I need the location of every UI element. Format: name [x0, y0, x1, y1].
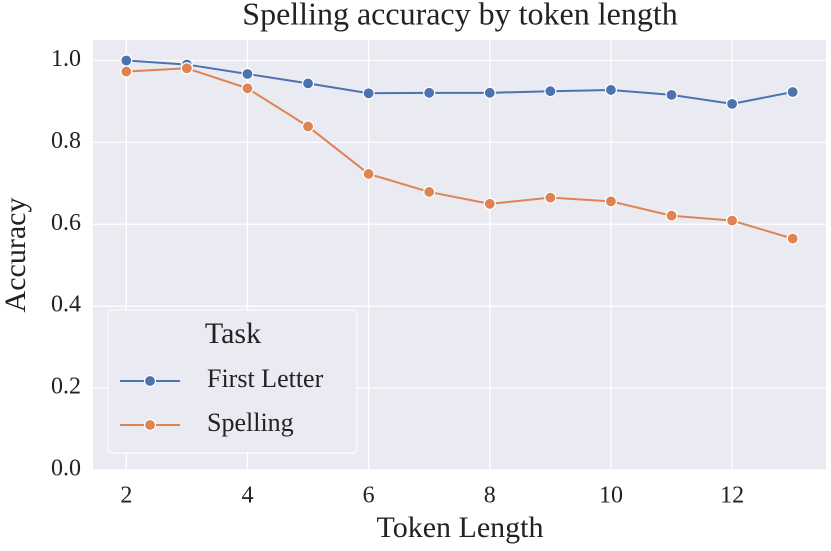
data-point — [483, 197, 496, 210]
data-point — [544, 191, 557, 204]
series-line — [126, 59, 793, 105]
legend-marker — [143, 418, 157, 432]
data-point — [301, 120, 315, 133]
data-point — [726, 214, 739, 227]
data-point — [120, 65, 133, 78]
x-tick-label: 12 — [720, 483, 744, 509]
series-line — [126, 67, 793, 240]
data-point — [786, 85, 799, 99]
data-point — [665, 88, 678, 101]
data-point — [544, 85, 557, 98]
y-tick-label: 0.8 — [51, 128, 81, 154]
x-tick-label: 6 — [363, 483, 375, 509]
x-tick-label: 10 — [599, 483, 623, 509]
legend-title: Task — [205, 317, 261, 350]
y-tick-label: 0.4 — [51, 292, 81, 318]
y-tick-label: 0.6 — [51, 210, 81, 236]
x-axis-label: Token Length — [376, 511, 543, 544]
data-point — [483, 86, 496, 99]
data-point — [604, 83, 618, 97]
y-tick-label: 1.0 — [51, 46, 81, 72]
data-point — [726, 97, 739, 110]
x-tick-label: 2 — [120, 483, 132, 509]
y-tick-label: 0.2 — [51, 374, 81, 400]
data-point — [180, 62, 193, 75]
data-point — [362, 87, 375, 100]
legend-box — [107, 309, 358, 454]
y-tick-label: 0.0 — [51, 456, 81, 482]
data-point — [241, 82, 254, 95]
data-point — [665, 209, 678, 222]
legend-marker — [143, 374, 157, 388]
legend-label: First Letter — [207, 364, 324, 393]
data-point — [241, 67, 254, 81]
legend-label: Spelling — [207, 408, 294, 437]
data-point — [423, 86, 436, 99]
data-point — [362, 167, 375, 181]
data-point — [423, 185, 436, 199]
x-tick-label: 4 — [241, 483, 253, 509]
data-point — [301, 77, 315, 90]
data-point — [604, 195, 618, 208]
chart-title: Spelling accuracy by token length — [242, 0, 677, 31]
data-point — [120, 54, 133, 67]
x-tick-label: 8 — [484, 483, 496, 509]
y-axis-label: Accuracy — [0, 198, 32, 313]
data-point — [786, 232, 799, 245]
